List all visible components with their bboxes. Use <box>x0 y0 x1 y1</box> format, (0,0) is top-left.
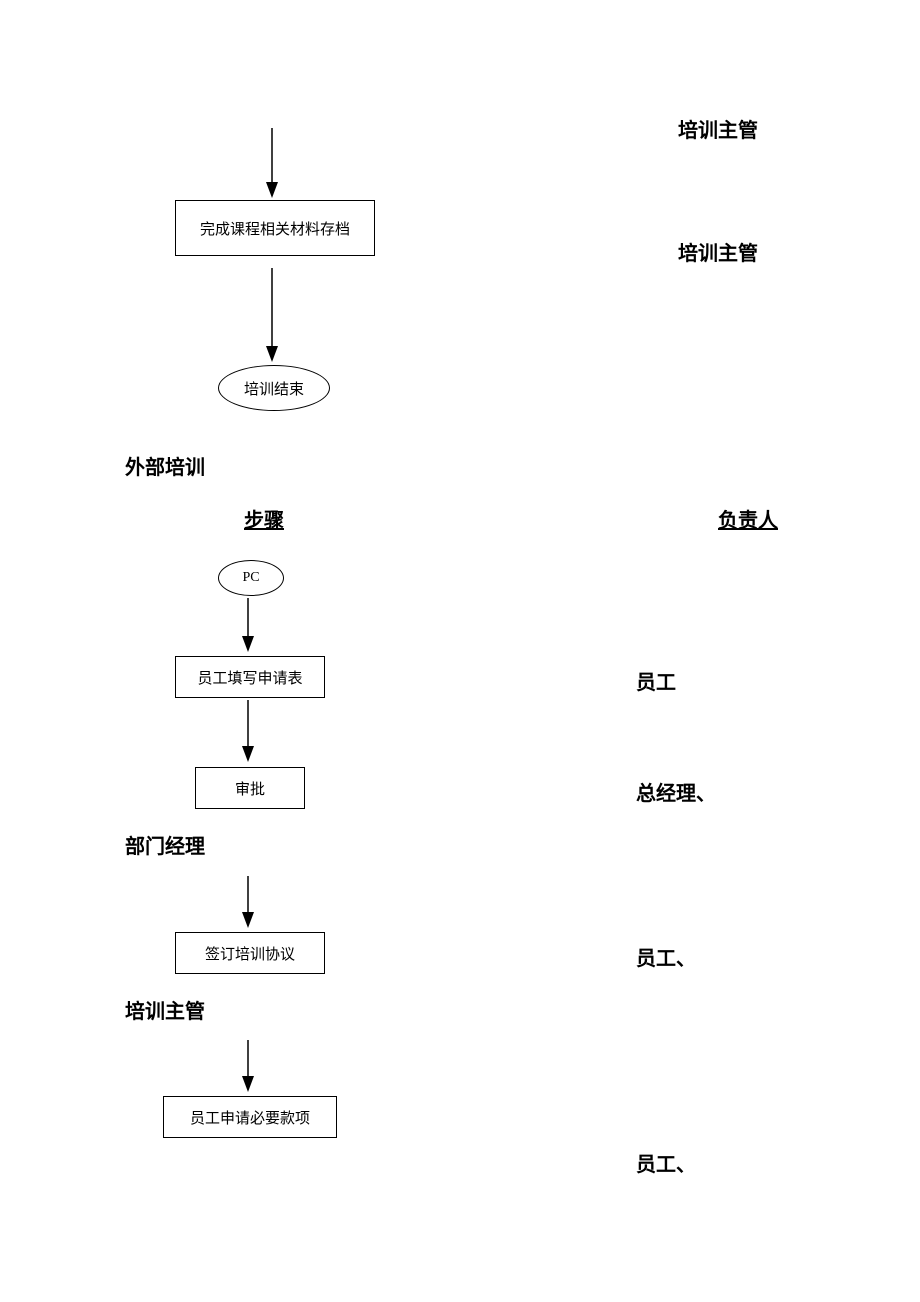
flow-node-apply-funds: 员工申请必要款项 <box>163 1096 337 1138</box>
arrow-down-icon <box>262 268 282 364</box>
flow-node-archive: 完成课程相关材料存档 <box>175 200 375 256</box>
responsible-label: 培训主管 <box>678 237 758 266</box>
responsible-label: 培训主管 <box>678 114 758 143</box>
flow-node-approve: 审批 <box>195 767 305 809</box>
responsible-label: 员工、 <box>636 1148 696 1177</box>
section-title: 外部培训 <box>125 451 205 480</box>
flow-node-fill-form: 员工填写申请表 <box>175 656 325 698</box>
header-steps: 步骤 <box>244 504 284 533</box>
flow-node-end: 培训结束 <box>218 365 330 411</box>
header-responsible: 负责人 <box>718 504 778 533</box>
flow-node-start: PC <box>218 560 284 596</box>
responsible-label: 总经理、 <box>636 777 716 806</box>
arrow-down-icon <box>238 700 258 764</box>
arrow-down-icon <box>238 1040 258 1094</box>
responsible-label: 员工 <box>636 666 676 695</box>
responsible-label: 员工、 <box>636 942 696 971</box>
responsible-overflow: 部门经理 <box>125 830 205 859</box>
arrow-down-icon <box>238 598 258 654</box>
arrow-down-icon <box>238 876 258 930</box>
arrow-down-icon <box>262 128 282 200</box>
responsible-overflow: 培训主管 <box>125 995 205 1024</box>
flow-node-sign-agreement: 签订培训协议 <box>175 932 325 974</box>
